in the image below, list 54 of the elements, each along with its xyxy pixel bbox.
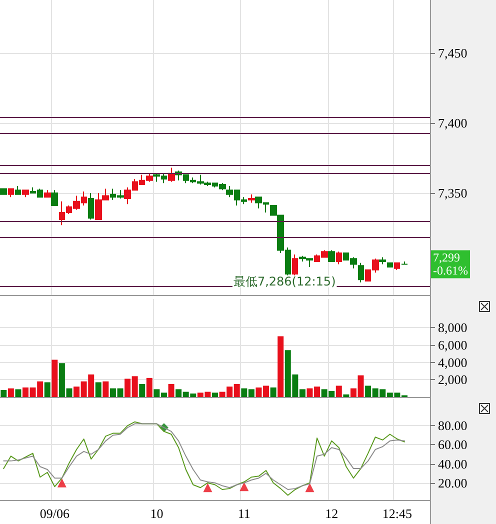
- candlestick: [401, 260, 408, 265]
- y-tick-label: 7,400: [438, 116, 468, 131]
- y-tick-label: 8,000: [438, 320, 468, 336]
- x-tick-label: 10: [150, 506, 164, 521]
- bar: [15, 389, 22, 397]
- candlestick: [379, 256, 386, 265]
- y-tick-label: 40.00: [438, 456, 468, 472]
- candlestick: [15, 185, 21, 195]
- candlestick: [44, 190, 51, 198]
- candlestick: [358, 262, 364, 283]
- bar: [212, 392, 218, 397]
- candlestick: [248, 194, 255, 204]
- bar: [168, 384, 174, 397]
- bar: [343, 394, 350, 397]
- y-tick-label: 6,000: [438, 337, 468, 352]
- x-tick-label: 12:45: [382, 506, 412, 521]
- bar: [0, 390, 7, 397]
- candlestick: [168, 167, 175, 182]
- point: [57, 478, 66, 488]
- bar: [270, 387, 276, 397]
- bar: [139, 384, 146, 397]
- candlestick: [88, 192, 94, 220]
- candlestick: [292, 254, 298, 276]
- x-tick-label: 12: [325, 506, 338, 521]
- bar: [146, 378, 152, 397]
- y-tick-label: 4,000: [438, 354, 468, 370]
- candlestick: [22, 190, 29, 198]
- point: [203, 483, 212, 492]
- bar: [102, 381, 109, 397]
- bar: [95, 382, 102, 397]
- candlestick: [51, 190, 58, 206]
- bar: [336, 386, 342, 397]
- bar: [52, 360, 58, 397]
- x-tick-label: 11: [238, 506, 250, 521]
- point: [305, 483, 314, 492]
- candlestick: [8, 188, 14, 198]
- annotation: 最低7,286(12:15): [233, 274, 336, 288]
- y-tick-label: 2,000: [438, 372, 468, 388]
- bar: [8, 388, 14, 397]
- candlestick: [336, 251, 342, 265]
- y-tick-label: 7,350: [438, 185, 468, 200]
- candlestick: [328, 250, 335, 262]
- y-tick-label: 7,450: [438, 46, 468, 61]
- y-tick-label: 20.00: [438, 475, 468, 490]
- candlestick: [394, 262, 400, 270]
- y-tick-label: 60.00: [438, 437, 468, 452]
- bar: [278, 336, 284, 397]
- candlestick: [387, 262, 393, 268]
- point: [240, 482, 249, 492]
- x-tick-label: 09/06: [40, 506, 70, 521]
- candlestick: [0, 188, 7, 195]
- annotation: 7,299 -0.61%: [433, 250, 468, 278]
- y-tick-label: 80.00: [438, 418, 468, 434]
- bar: [44, 382, 50, 397]
